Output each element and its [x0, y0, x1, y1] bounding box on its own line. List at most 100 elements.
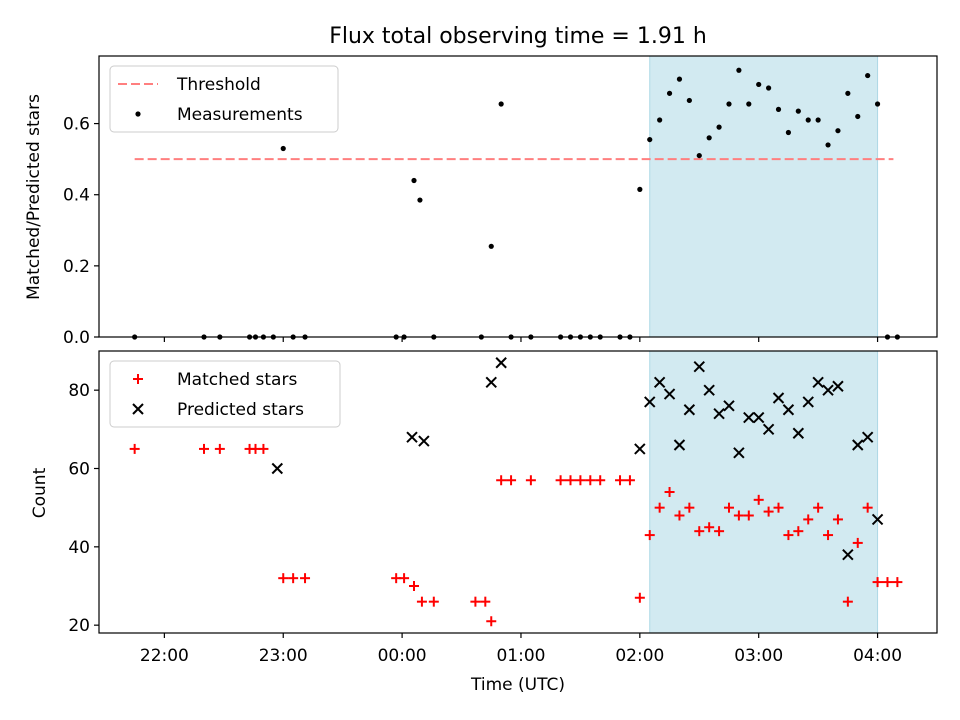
predicted-star-marker-b: [733, 447, 745, 459]
matched-star-point: [783, 530, 794, 541]
predicted-star-point: [634, 443, 646, 455]
matched-star-point: [555, 475, 566, 486]
legend-label: Threshold: [176, 75, 261, 95]
matched-star-point: [278, 573, 289, 584]
measurement-point: [874, 101, 881, 107]
matched-star-point: [486, 616, 497, 627]
measurement-point: [746, 101, 752, 107]
predicted-star-marker-b: [693, 360, 705, 373]
matched-star-point: [753, 494, 764, 505]
axes-frame: [98, 55, 938, 338]
matched-star-point: [823, 530, 834, 541]
legend-box: [109, 360, 341, 428]
observing-window-shade: [649, 55, 879, 338]
measurement-point: [706, 135, 712, 141]
measurement-point: [845, 90, 851, 96]
measurement-point: [815, 117, 821, 123]
matched-star-point: [674, 510, 685, 521]
y-tick-label: 40: [68, 538, 90, 558]
y-tick-label: 60: [68, 460, 90, 480]
predicted-star-marker-b: [653, 376, 666, 389]
predicted-star-marker-b: [762, 423, 775, 436]
predicted-star-point: [713, 407, 725, 420]
matched-star-point: [654, 502, 665, 513]
predicted-star-marker-b: [852, 439, 864, 451]
predicted-star-marker-b: [822, 384, 834, 396]
measurement-point: [686, 97, 692, 104]
axes-frame: [98, 350, 938, 634]
x-tick-label: 02:00: [615, 646, 664, 666]
predicted-star-marker-b: [663, 388, 676, 400]
measurement-point: [835, 128, 841, 134]
legend-measurement-swatch: [135, 111, 141, 117]
x-tick-label: 04:00: [853, 646, 902, 666]
y-tick-label: 80: [68, 381, 90, 401]
measurement-point: [696, 152, 702, 159]
x-axis-label: Time (UTC): [470, 675, 565, 695]
predicted-star-point: [406, 431, 418, 443]
matched-star-point: [288, 573, 299, 584]
matched-star-point: [892, 577, 903, 588]
measurement-point: [488, 243, 494, 249]
predicted-star-marker-b: [812, 376, 824, 389]
legend-box: [109, 65, 339, 133]
matched-star-point: [480, 596, 491, 607]
matched-star-point: [803, 514, 814, 525]
matched-star-point: [704, 522, 715, 533]
predicted-star-point: [271, 462, 284, 475]
predicted-star-marker-b: [495, 357, 507, 369]
predicted-star-marker-b: [772, 392, 785, 404]
predicted-star-point: [733, 447, 745, 459]
bottom-y-axis-label: Count: [30, 467, 50, 518]
matched-star-point: [793, 526, 804, 537]
predicted-star-point: [693, 360, 705, 373]
y-tick-label: 0.4: [63, 186, 90, 206]
measurement-point: [417, 197, 423, 203]
predicted-star-marker-b: [634, 443, 646, 455]
matched-star-point: [506, 475, 517, 486]
measurement-point: [411, 177, 417, 184]
measurement-point: [498, 101, 504, 107]
predicted-star-point: [752, 411, 765, 424]
predicted-star-point: [683, 404, 696, 416]
predicted-star-point: [792, 427, 805, 439]
matched-star-point: [565, 475, 576, 486]
matched-star-point: [595, 475, 606, 486]
chart-title: Flux total observing time = 1.91 h: [329, 24, 707, 49]
matched-star-point: [525, 475, 536, 486]
matched-star-point: [408, 581, 419, 591]
matched-star-point: [664, 487, 675, 497]
x-tick-label: 23:00: [259, 646, 308, 666]
predicted-star-marker-b: [713, 407, 725, 420]
matched-star-point: [634, 592, 645, 603]
matched-star-point: [773, 502, 784, 513]
matched-star-point: [300, 573, 311, 584]
predicted-star-marker-b: [271, 462, 284, 475]
predicted-star-point: [703, 384, 715, 396]
matched-star-point: [852, 537, 863, 548]
matched-star-point: [416, 596, 427, 607]
measurement-point: [865, 72, 871, 79]
x-tick-label: 00:00: [378, 646, 427, 666]
matched-star-point: [644, 530, 655, 541]
matched-star-point: [496, 475, 507, 486]
matched-star-point: [214, 443, 225, 454]
measurement-point: [657, 117, 663, 123]
measurement-point: [726, 101, 732, 107]
matched-star-point: [428, 596, 439, 607]
y-tick-label: 20: [68, 616, 90, 636]
predicted-star-point: [723, 400, 735, 412]
predicted-star-point: [673, 439, 686, 451]
predicted-star-point: [842, 548, 854, 561]
measurement-point: [766, 85, 772, 91]
predicted-star-marker-b: [752, 411, 765, 424]
matched-star-point: [615, 475, 626, 486]
legend-label: Measurements: [177, 105, 303, 125]
predicted-star-marker-b: [861, 431, 874, 443]
predicted-star-point: [782, 404, 795, 416]
legend-label: Predicted stars: [177, 400, 304, 420]
matched-star-point: [684, 502, 695, 513]
measurement-point: [775, 106, 782, 112]
measurement-point: [825, 142, 831, 148]
matched-star-point: [882, 577, 893, 588]
